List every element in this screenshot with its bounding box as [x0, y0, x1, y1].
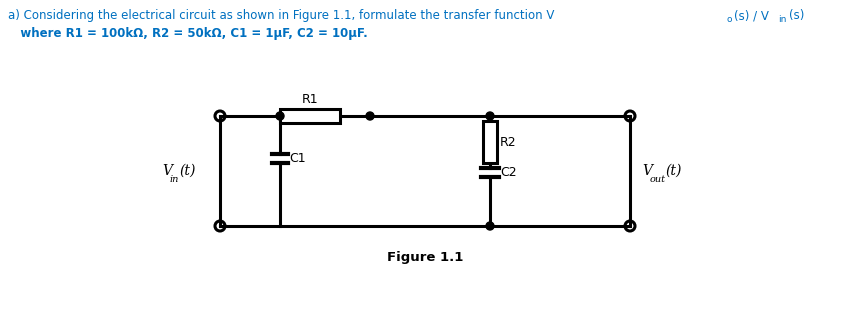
Circle shape — [486, 222, 494, 230]
Text: (t): (t) — [179, 164, 195, 178]
Text: C1: C1 — [289, 152, 306, 165]
Text: (s): (s) — [789, 9, 805, 22]
Text: V: V — [642, 164, 652, 178]
Text: in: in — [170, 175, 179, 184]
FancyBboxPatch shape — [483, 121, 497, 163]
Text: C2: C2 — [500, 166, 517, 179]
Text: (s) / V: (s) / V — [734, 9, 769, 22]
Text: Figure 1.1: Figure 1.1 — [387, 251, 463, 264]
Text: where R1 = 100kΩ, R2 = 50kΩ, C1 = 1μF, C2 = 10μF.: where R1 = 100kΩ, R2 = 50kΩ, C1 = 1μF, C… — [8, 27, 368, 40]
Circle shape — [276, 112, 284, 120]
Circle shape — [486, 112, 494, 120]
FancyBboxPatch shape — [280, 109, 340, 123]
Text: (t): (t) — [665, 164, 681, 178]
Text: in: in — [778, 14, 787, 23]
Text: R2: R2 — [500, 136, 517, 149]
Text: R1: R1 — [302, 93, 318, 106]
Text: out: out — [650, 175, 666, 184]
Text: o: o — [727, 14, 733, 23]
Circle shape — [366, 112, 374, 120]
Text: a) Considering the electrical circuit as shown in Figure 1.1, formulate the tran: a) Considering the electrical circuit as… — [8, 9, 554, 22]
Text: V: V — [162, 164, 172, 178]
